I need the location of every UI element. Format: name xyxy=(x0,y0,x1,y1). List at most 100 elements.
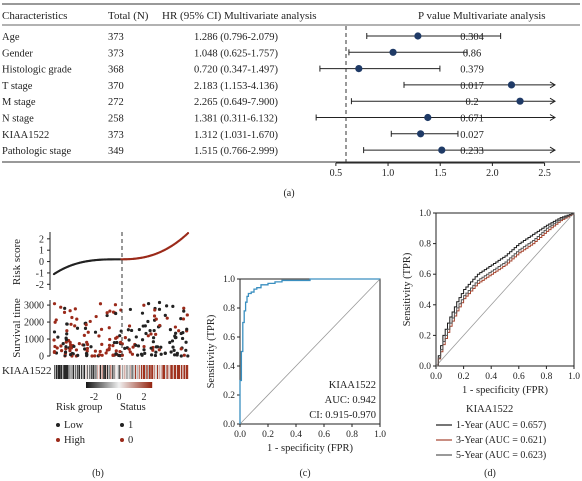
survival-point xyxy=(53,344,57,349)
survival-point xyxy=(52,302,57,306)
forest-x-tick-label: 0.5 xyxy=(330,168,343,179)
survival-point xyxy=(105,313,109,318)
heatmap-cell xyxy=(84,365,86,379)
panel-a-label: (a) xyxy=(283,188,294,199)
survival-point xyxy=(89,345,93,349)
roc-d-y-tick-label: 0.8 xyxy=(419,240,431,250)
survival-point xyxy=(82,333,86,337)
forest-hr-point xyxy=(507,81,516,89)
colorbar-cell xyxy=(132,382,134,388)
roc-d-curve-1 xyxy=(436,213,575,367)
survival-point xyxy=(84,323,88,327)
heatmap-cell xyxy=(54,365,56,379)
heatmap-cell xyxy=(129,365,131,379)
survival-point xyxy=(60,349,64,353)
survival-point xyxy=(100,353,104,357)
roc-c-y-tick-label: 1.0 xyxy=(223,275,235,285)
survival-point xyxy=(64,345,68,349)
heatmap-cell xyxy=(138,365,140,379)
forest-row-name: KIAA1522 xyxy=(2,130,49,141)
survival-point xyxy=(90,354,94,358)
survival-point xyxy=(115,340,119,345)
survival-point xyxy=(123,346,127,350)
colorbar-cell xyxy=(97,382,99,388)
heatmap-cell xyxy=(156,365,158,379)
survival-point xyxy=(52,338,56,342)
survival-point xyxy=(108,337,112,342)
heatmap-cell xyxy=(114,365,116,379)
survival-point xyxy=(170,339,175,343)
heatmap-cell xyxy=(183,365,185,379)
colorbar-cell xyxy=(119,382,121,388)
colorbar-cell xyxy=(98,382,100,388)
survival-point xyxy=(128,350,132,354)
forest-row-hr-text: 2.265 (0.649-7.900) xyxy=(194,97,278,108)
survival-point xyxy=(157,307,162,311)
survival-point xyxy=(165,316,169,320)
heatmap-cell xyxy=(66,365,68,379)
roc-d-x-tick-label: 0.0 xyxy=(430,372,442,382)
heatmap-cell xyxy=(180,365,182,379)
forest-row-pvalue: 0.304 xyxy=(460,32,484,43)
survival-point xyxy=(75,326,80,330)
survival-point xyxy=(59,344,63,348)
colorbar-cell xyxy=(99,382,101,388)
forest-row-hr-text: 2.183 (1.153-4.136) xyxy=(194,81,278,92)
heatmap-cell xyxy=(56,365,58,379)
colorbar-cell xyxy=(101,382,103,388)
heatmap-cell xyxy=(135,365,137,379)
survival-point xyxy=(168,340,172,345)
legend-risk-group-title: Risk group xyxy=(56,402,102,413)
survival-point xyxy=(73,307,77,311)
colorbar-cell xyxy=(90,382,92,388)
survival-point xyxy=(140,338,145,342)
forest-row-hr-text: 0.720 (0.347-1.497) xyxy=(194,65,278,76)
forest-x-tick-label: 1.5 xyxy=(434,168,447,179)
colorbar-cell xyxy=(113,382,115,388)
colorbar-cell xyxy=(87,382,89,388)
forest-row-name: Pathologic stage xyxy=(2,146,71,157)
heatmap-cell xyxy=(130,365,132,379)
survival-point xyxy=(146,319,150,324)
roc-d-legend-title: KIAA1522 xyxy=(466,404,513,415)
survival-point xyxy=(169,350,173,354)
survival-point xyxy=(56,335,60,339)
colorbar-cell xyxy=(95,382,97,388)
survival-point xyxy=(134,335,138,339)
legend-status0-label: 0 xyxy=(128,435,133,446)
heatmap-cell xyxy=(147,365,149,379)
survival-point xyxy=(93,330,98,334)
roc-c-ylabel: Sensitivity (TPR) xyxy=(206,314,217,388)
roc-c-x-tick-label: 0.8 xyxy=(346,430,358,440)
colorbar-cell xyxy=(91,382,93,388)
panel-c-label: (c) xyxy=(299,468,310,479)
survival-point xyxy=(137,327,141,332)
survival-point xyxy=(172,348,176,352)
survival-point xyxy=(88,319,92,324)
survival-point xyxy=(69,322,73,326)
survival-point xyxy=(154,317,158,321)
colorbar-cell xyxy=(133,382,135,388)
heatmap-cell xyxy=(187,365,189,379)
panel-d-roc: 0.00.0 0.2 0.2 0.4 0.4 0.6 0.6 0.8 0.8 1.0 1.0 1 - … xyxy=(402,209,580,461)
survival-point xyxy=(168,327,173,332)
roc-c-y-tick-label: 0.0 xyxy=(223,420,235,430)
heatmap-cell xyxy=(148,365,150,379)
roc-c-y-tick-label: 0.2 xyxy=(223,391,235,401)
survival-point xyxy=(99,327,104,331)
heatmap-cell xyxy=(178,365,180,379)
forest-row-total: 272 xyxy=(108,97,124,108)
forest-x-tick-label: 2.0 xyxy=(486,168,499,179)
survival-point xyxy=(65,329,69,333)
survival-point xyxy=(136,353,140,357)
roc-c-y-tick-label: 0.4 xyxy=(223,362,235,372)
colorbar-cell xyxy=(89,382,91,388)
roc-c-x-tick-label: 0.4 xyxy=(290,430,302,440)
heatmap-cell xyxy=(65,365,67,379)
legend-status1-label: 1 xyxy=(128,420,133,431)
colorbar-cell xyxy=(150,382,152,388)
colorbar-cell xyxy=(148,382,150,388)
survival-point xyxy=(52,330,57,334)
survival-point xyxy=(149,353,154,357)
heatmap-cell xyxy=(166,365,168,379)
